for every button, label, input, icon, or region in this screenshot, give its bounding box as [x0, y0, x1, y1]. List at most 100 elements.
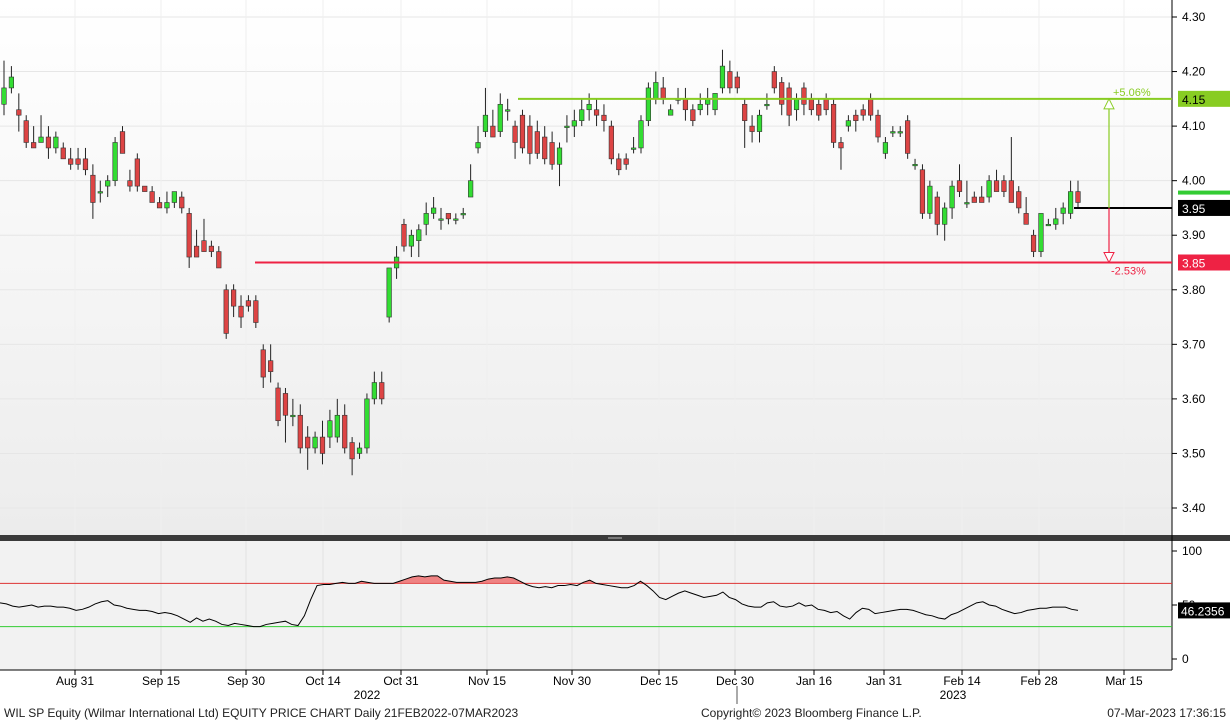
candle-down [801, 87, 807, 105]
candle-up [8, 76, 15, 89]
footer-copyright: Copyright© 2023 Bloomberg Finance L.P. [701, 706, 922, 720]
rsi-line [0, 575, 1079, 628]
candle-up [171, 191, 177, 203]
last-candle-marker [1178, 190, 1230, 195]
x-tick-label: Mar 15 [1105, 674, 1143, 688]
candle-down [727, 71, 733, 89]
candle-down [238, 305, 244, 318]
candle-down [734, 76, 740, 89]
x-tick-label: Feb 14 [943, 674, 981, 688]
price-y-tick-label: 3.80 [1182, 283, 1206, 297]
candle-up [164, 202, 170, 209]
candle-down [549, 142, 555, 165]
candle-up [653, 82, 659, 100]
candle-up [756, 114, 763, 132]
candle-down [68, 158, 74, 165]
price-y-tick-label: 3.70 [1182, 337, 1206, 351]
candle-up [1, 87, 7, 105]
candle-down [749, 125, 755, 132]
candle-down [860, 109, 866, 116]
price-panel-gradient [0, 0, 1172, 535]
price-y-tick-label: 3.40 [1182, 501, 1206, 515]
candle-up [364, 398, 370, 449]
last-price-tag-bg [1178, 199, 1230, 216]
candle-up [38, 136, 44, 143]
candle-up [453, 218, 459, 221]
candle-down [127, 180, 133, 187]
candle-down [319, 436, 326, 454]
x-tick-label: Nov 15 [468, 674, 506, 688]
candle-down [1030, 234, 1037, 252]
candle-down [682, 98, 689, 111]
candle-up [334, 414, 340, 438]
candle-down [282, 393, 289, 416]
candle-up [416, 229, 422, 241]
candle-down [305, 436, 311, 449]
rsi-y-tick-label: 0 [1182, 652, 1189, 666]
candle-up [645, 87, 651, 121]
candle-up [586, 103, 592, 111]
candle-down [690, 109, 696, 121]
candle-down [512, 125, 518, 143]
candle-up [719, 65, 726, 89]
candle-down [771, 71, 777, 89]
x-year-label: 2023 [940, 688, 967, 702]
x-tick-label: Dec 15 [640, 674, 678, 688]
candle-down [208, 245, 214, 252]
candle-up [927, 185, 933, 214]
candle-down [971, 196, 977, 203]
candle-down [193, 245, 200, 258]
rsi-last-value-bg [1178, 602, 1230, 619]
upside-pct-label: +5.06% [1113, 87, 1151, 99]
candle-up [579, 109, 585, 121]
candle-down [490, 125, 496, 138]
candle-down [445, 213, 452, 220]
candle-down [179, 196, 185, 209]
lower-level-tag-bg [1178, 254, 1230, 271]
candle-up [912, 164, 918, 167]
candle-up [712, 93, 718, 111]
x-tick-label: Oct 31 [383, 674, 419, 688]
candle-down [608, 125, 614, 160]
candle-up [890, 131, 896, 134]
rsi-panel-bg [0, 541, 1172, 670]
candle-up [327, 420, 333, 438]
candle-up [468, 180, 474, 198]
candle-down [808, 98, 814, 111]
candle-down [853, 114, 859, 121]
candle-down [16, 109, 22, 116]
candle-down [156, 202, 163, 209]
price-y-tick-label: 4.30 [1182, 10, 1206, 24]
last-price-tag: 3.95 [1182, 202, 1206, 216]
candle-down [260, 349, 266, 378]
candle-up [371, 382, 377, 400]
candle-up [845, 120, 851, 127]
footer-timestamp: 07-Mar-2023 17:36:15 [1107, 706, 1226, 720]
candle-down [23, 120, 29, 143]
candle-up [882, 142, 889, 154]
candle-up [571, 120, 577, 127]
candle-down [875, 114, 881, 138]
candle-down [349, 442, 355, 460]
candle-up [438, 218, 444, 221]
candle-up [630, 147, 637, 150]
x-tick-label: Feb 28 [1020, 674, 1058, 688]
candle-up [556, 147, 563, 165]
candle-up [53, 136, 59, 149]
candle-down [542, 136, 548, 160]
x-axis-bg [0, 670, 1230, 704]
candle-down [905, 120, 911, 154]
candle-up [697, 103, 703, 111]
candle-down [90, 174, 96, 203]
candle-down [786, 87, 792, 116]
upside-arrow-head [1103, 97, 1115, 110]
candle-down [1008, 180, 1014, 203]
candle-up [112, 142, 118, 181]
candle-up [312, 436, 318, 449]
candle-up [986, 180, 992, 198]
candle-up [290, 414, 296, 418]
candle-down [31, 142, 37, 149]
candle-down [253, 300, 259, 323]
candle-down [519, 114, 526, 149]
candle-down [245, 300, 252, 307]
